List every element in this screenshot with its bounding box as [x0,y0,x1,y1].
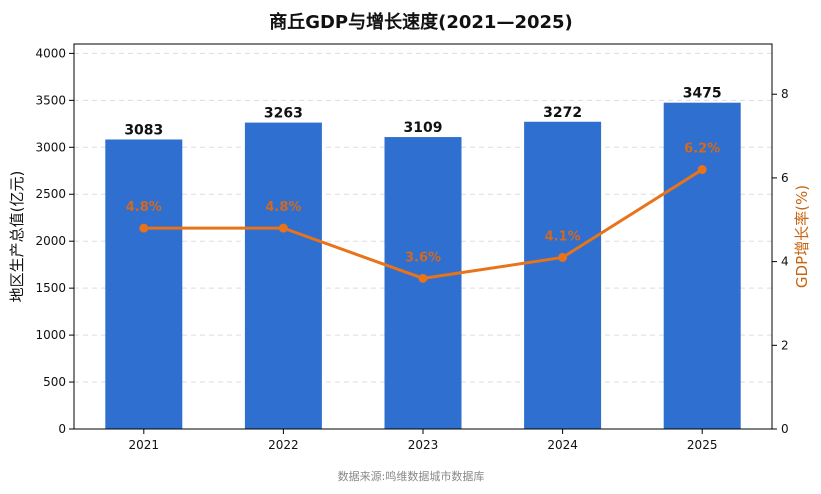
data-labels: 3083 3263 3109 3272 3475 4.8% 4.8% 3.6% 4.1% 6.2% [124,86,721,266]
right-tick-label: 8 [781,87,789,101]
left-tick-label: 0 [58,422,66,436]
right-tick-label: 0 [781,422,789,436]
bars [105,102,741,429]
source-note: 数据来源:鸣维数据城市数据库 [338,469,485,483]
bar-value-label: 3263 [264,106,303,122]
left-tick-label: 2500 [35,187,66,201]
growth-point-2022 [278,223,288,233]
left-tick-label: 3000 [35,140,66,154]
left-tick-label: 3500 [35,93,66,107]
growth-point-2023 [418,273,428,283]
left-tick-label: 4000 [35,46,66,60]
x-tick-label: 2024 [547,438,578,452]
right-axis-label: GDP增长率(%) [793,185,811,288]
left-tick-label: 1500 [35,281,66,295]
growth-rate-label: 4.1% [545,229,581,244]
right-tick-label: 4 [781,255,789,269]
left-tick-label: 1000 [35,328,66,342]
growth-point-2024 [558,252,568,262]
growth-rate-label: 4.8% [265,200,301,215]
bar-2022 [244,122,322,429]
growth-rate-label: 6.2% [684,142,720,157]
bar-2024 [524,121,602,429]
left-axis-label: 地区生产总值(亿元) [8,171,26,303]
bar-value-label: 3475 [683,86,722,102]
x-tick-label: 2025 [687,438,718,452]
x-tick-label: 2023 [408,438,439,452]
left-tick-label: 2000 [35,234,66,248]
chart-title: 商丘GDP与增长速度(2021—2025) [269,11,573,33]
bar-value-label: 3272 [543,105,582,121]
right-tick-label: 2 [781,338,789,352]
growth-rate-label: 3.6% [405,250,441,265]
x-tick-label: 2022 [268,438,299,452]
growth-point-2021 [139,223,149,233]
growth-rate-label: 4.8% [126,200,162,215]
bar-2025 [663,102,741,429]
left-tick-label: 500 [43,375,66,389]
bar-2021 [105,139,183,429]
bar-2023 [384,137,462,429]
growth-line [139,165,707,283]
axes: 0 500 1000 1500 2000 2500 3000 3500 4000 0 2 4 6 8 202… [35,46,788,452]
x-tick-label: 2021 [129,438,160,452]
right-tick-label: 6 [781,171,789,185]
bar-value-label: 3109 [404,120,443,136]
bar-value-label: 3083 [124,122,163,138]
growth-point-2025 [697,165,707,175]
